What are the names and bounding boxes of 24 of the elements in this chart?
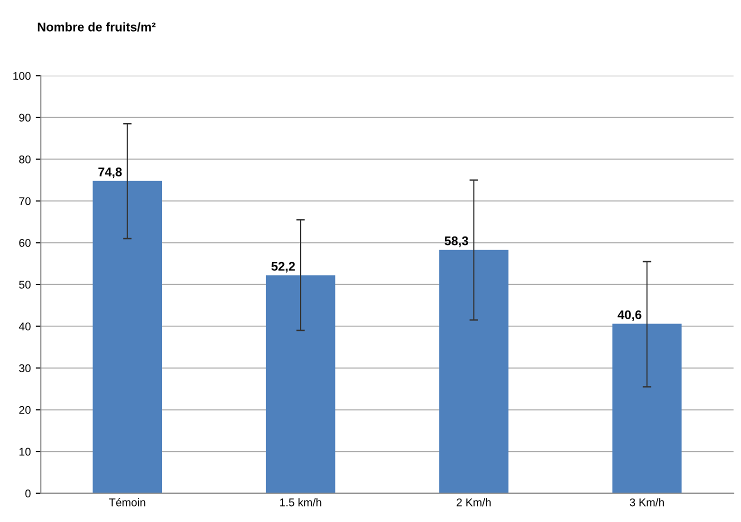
data-label: 40,6 <box>618 310 642 321</box>
y-tick-label: 0 <box>25 490 31 498</box>
chart-title: Nombre de fruits/m² <box>38 22 156 32</box>
y-tick-label: 70 <box>19 197 31 206</box>
bar <box>266 275 336 494</box>
bar <box>439 250 508 494</box>
data-label: 74,8 <box>98 168 122 178</box>
x-tick-label: 1.5 km/h <box>280 498 322 506</box>
y-tick-label: 30 <box>19 364 31 372</box>
x-tick-label: 2 Km/h <box>456 498 491 506</box>
data-label: 52,2 <box>271 262 295 273</box>
y-tick-label: 50 <box>19 280 31 289</box>
y-tick-label: 90 <box>19 114 31 122</box>
y-tick-label: 10 <box>20 448 31 456</box>
y-tick-label: 100 <box>13 72 31 80</box>
bar <box>612 324 682 494</box>
x-tick-label: 3 Km/h <box>630 498 664 506</box>
x-tick-label: Témoin <box>109 498 146 506</box>
y-tick-label: 20 <box>19 406 31 414</box>
y-tick-label: 60 <box>19 238 31 247</box>
y-tick-label: 40 <box>18 322 31 330</box>
data-label: 58,3 <box>444 236 468 248</box>
bar <box>92 180 162 494</box>
y-tick-label: 80 <box>19 155 31 164</box>
